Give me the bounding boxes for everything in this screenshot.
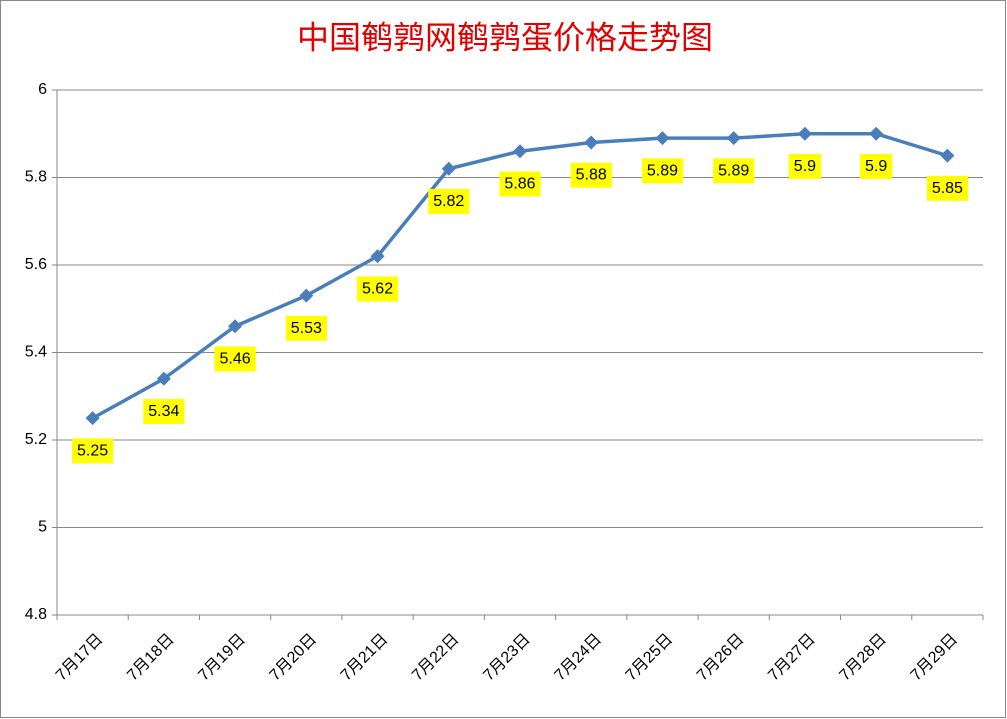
marker	[441, 161, 456, 176]
data-label-box	[788, 153, 822, 179]
data-label-box	[641, 158, 684, 184]
data-label-group: 5.85	[926, 175, 969, 201]
y-tick-label: 5.2	[25, 431, 47, 448]
data-label-group: 5.82	[428, 188, 470, 214]
data-label: 5.89	[718, 162, 749, 179]
data-label-group: 5.86	[499, 171, 541, 197]
data-label-group: 5.62	[356, 276, 399, 302]
y-tick-label: 5.6	[25, 256, 47, 273]
data-label-box	[285, 315, 327, 341]
marker	[228, 319, 243, 334]
marker	[156, 371, 171, 386]
data-label-group: 5.89	[641, 158, 684, 184]
data-label-group: 5.9	[860, 153, 893, 179]
data-label-box	[356, 276, 399, 302]
y-tick-label: 4.8	[25, 606, 47, 623]
data-label: 5.89	[647, 162, 678, 179]
marker	[85, 411, 100, 426]
data-label-box	[499, 171, 541, 197]
data-label-group: 5.34	[143, 398, 185, 424]
marker	[869, 126, 884, 141]
marker	[797, 126, 812, 141]
data-label: 5.9	[865, 158, 887, 175]
data-label-group: 5.46	[214, 346, 256, 372]
data-label: 5.9	[794, 158, 816, 175]
chart-title: 中国鹌鹑网鹌鹑蛋价格走势图	[297, 19, 713, 57]
data-label-box	[214, 346, 256, 372]
data-label-box	[713, 158, 755, 184]
data-label-group: 5.88	[570, 162, 612, 188]
marker	[655, 131, 670, 146]
data-label: 5.34	[148, 403, 179, 420]
data-label-box	[570, 162, 612, 188]
marker	[513, 144, 527, 159]
data-label-group: 5.53	[285, 315, 327, 341]
marker	[370, 249, 385, 264]
y-tick-label: 5.4	[25, 344, 47, 361]
data-label: 5.53	[291, 320, 322, 337]
data-label-box	[72, 438, 114, 464]
data-label: 5.86	[504, 175, 535, 192]
data-label: 5.62	[362, 280, 393, 297]
marker	[940, 148, 955, 163]
data-label-box	[860, 153, 893, 179]
data-label-group: 5.89	[713, 158, 755, 184]
data-label: 5.85	[932, 180, 963, 197]
marker	[584, 135, 599, 150]
y-tick-label: 5.8	[25, 169, 47, 186]
data-label-box	[428, 188, 470, 214]
y-tick-label: 6	[38, 81, 47, 98]
marker	[299, 288, 314, 303]
data-label: 5.46	[220, 350, 251, 367]
data-label: 5.82	[433, 193, 464, 210]
data-label-group: 5.9	[788, 153, 822, 179]
data-label-box	[143, 398, 185, 424]
data-label-group: 5.25	[72, 438, 114, 464]
marker	[726, 131, 741, 146]
data-label: 5.25	[77, 442, 108, 459]
data-label: 5.88	[576, 167, 607, 184]
data-label-box	[926, 175, 969, 201]
y-tick-label: 5	[38, 519, 47, 536]
